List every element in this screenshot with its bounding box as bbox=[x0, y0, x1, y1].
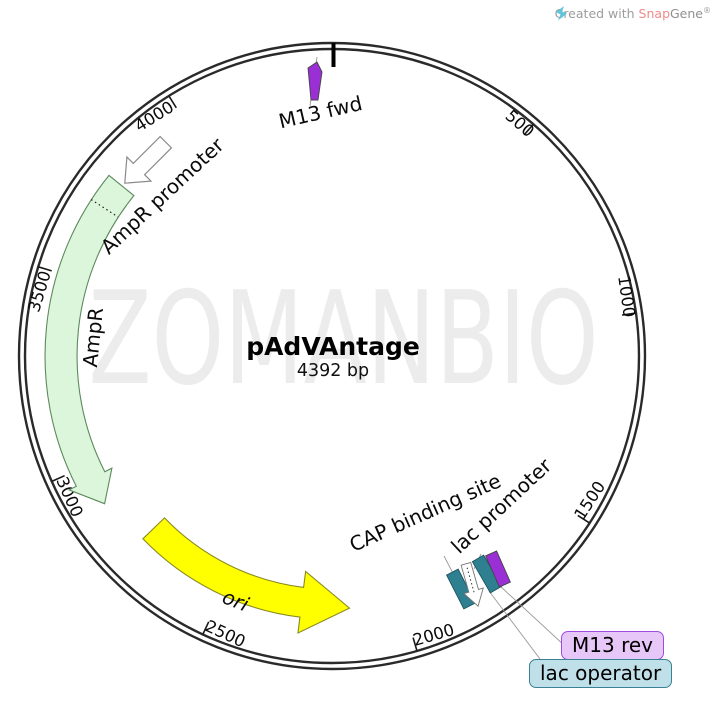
ori-arrow[interactable] bbox=[142, 517, 351, 634]
tick-1500 bbox=[577, 514, 591, 524]
plasmid-size: 4392 bp bbox=[296, 360, 370, 381]
tick-3000 bbox=[51, 474, 65, 483]
snapgene-credit: Created with SnapGene® bbox=[555, 6, 711, 21]
m13-rev-box[interactable] bbox=[485, 550, 511, 588]
credit-brand-gene: Gene bbox=[670, 6, 703, 22]
credit-brand-snap: Snap bbox=[638, 6, 670, 22]
m13-rev-connector bbox=[499, 585, 566, 647]
lac-promoter-arrow[interactable] bbox=[456, 561, 487, 609]
ampr-promoter-arrow[interactable] bbox=[113, 130, 178, 195]
plasmid-name: pAdVAntage bbox=[246, 332, 420, 361]
ampr-boundary-dotted-line bbox=[90, 199, 119, 218]
tick-1000 bbox=[621, 312, 637, 316]
tick-2000 bbox=[412, 637, 418, 652]
tick-label-2500: 2500 bbox=[202, 616, 248, 651]
m13-fwd-label[interactable]: M13 fwd bbox=[276, 91, 364, 133]
tick-2500 bbox=[202, 621, 210, 635]
ampr-label[interactable]: AmpR bbox=[78, 306, 108, 368]
m13-fwd-arrow[interactable] bbox=[307, 61, 323, 101]
position-ticks bbox=[38, 95, 637, 652]
lac-operator-callout[interactable]: lac operator bbox=[529, 659, 673, 688]
snapgene-logo-icon bbox=[555, 6, 567, 21]
credit-text: Created with bbox=[554, 6, 635, 22]
lac-operator-connector bbox=[488, 590, 544, 664]
plasmid-title: pAdVAntage 4392 bp bbox=[183, 333, 483, 381]
watermark: ZOMANBIO bbox=[88, 265, 599, 414]
tick-500 bbox=[523, 123, 535, 136]
tick-label-500: 500 bbox=[502, 106, 538, 141]
tick-4000 bbox=[168, 95, 177, 109]
ampr-gene-arrow[interactable] bbox=[44, 174, 135, 505]
m13-rev-callout[interactable]: M13 rev bbox=[561, 631, 664, 660]
tick-label-4000: 4000 bbox=[131, 97, 177, 135]
registered-mark: ® bbox=[703, 6, 711, 15]
tick-3500 bbox=[38, 266, 52, 272]
